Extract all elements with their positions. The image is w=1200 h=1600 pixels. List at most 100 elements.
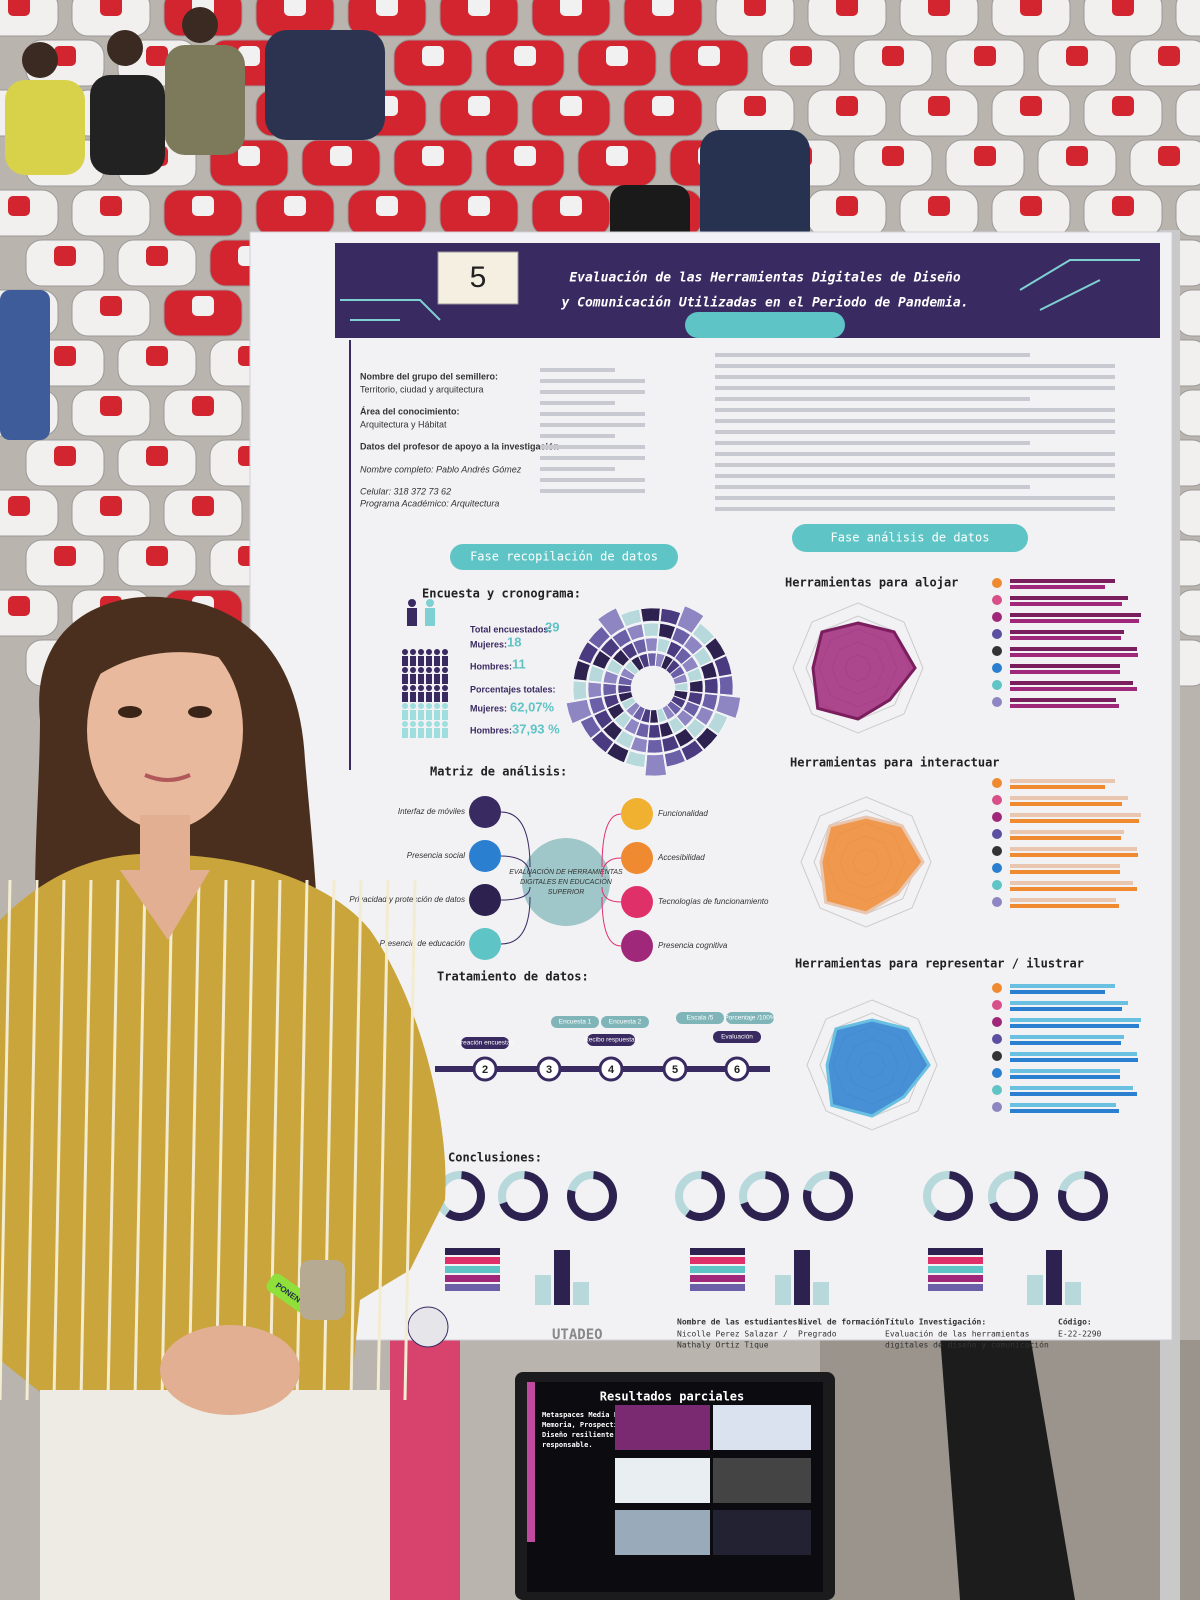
sunburst-segment [668, 716, 685, 734]
person-icon [402, 685, 408, 691]
sunburst-segment [660, 608, 681, 626]
person-icon [402, 667, 408, 673]
sunburst-segment [683, 635, 704, 655]
seat-mark [836, 0, 858, 16]
info-text: Nombre del grupo del semillero: [360, 371, 498, 381]
matrix-connector [601, 896, 622, 947]
laptop-line: Diseño resiliente y [542, 1431, 623, 1439]
sunburst-segment [689, 680, 704, 693]
spectator [165, 45, 245, 155]
legend-dot [992, 646, 1002, 656]
person-icon [410, 721, 416, 727]
legend-dot [992, 1017, 1002, 1027]
legend-dot [992, 812, 1002, 822]
bar [1010, 802, 1122, 806]
matrix-center-text: EVALUACIÓN DE HERRAMIENTAS DIGITALES EN … [509, 867, 623, 896]
seat-mark [8, 596, 30, 616]
sunburst-segment [665, 659, 681, 675]
bar [1010, 785, 1105, 789]
spectator [5, 80, 85, 175]
person-icon [418, 667, 424, 673]
seat [71, 0, 151, 37]
bar [1010, 881, 1133, 885]
step-circle [598, 1056, 624, 1082]
seat-mark [974, 146, 996, 166]
phase-label: Fase recopilación de datos [470, 550, 658, 564]
sunburst-segment [681, 656, 699, 673]
person-icon [442, 728, 448, 738]
matrix-icon [469, 884, 501, 916]
info-text: Datos del profesor de apoyo a la investi… [360, 441, 559, 451]
donut-arc [566, 1171, 617, 1221]
sunburst-segment [672, 673, 688, 685]
bar [1010, 887, 1137, 891]
person-icon [442, 703, 448, 709]
person-icon [418, 674, 424, 684]
shirt-stripe [133, 879, 147, 1401]
bar [1010, 1086, 1133, 1090]
info-text: Programa Académico: Arquitectura [360, 498, 499, 508]
sunburst-segment [649, 709, 659, 724]
person-icon [426, 649, 432, 655]
step-circle [536, 1056, 562, 1082]
bar [1010, 796, 1128, 800]
mini-bar [794, 1250, 810, 1305]
person-icon [434, 685, 440, 691]
stacked-bar [445, 1266, 500, 1273]
sunburst-segment [692, 623, 715, 646]
matrix-icon [469, 928, 501, 960]
number-card [437, 251, 519, 305]
matrix-label: Funcionalidad [658, 809, 708, 818]
stat-label: Porcentajes totales: [470, 684, 556, 694]
bar [1010, 1075, 1120, 1079]
info: Nombre del grupo del semillero: Territor… [360, 371, 559, 508]
step-number: 6 [734, 1064, 740, 1076]
sunburst-segment [572, 680, 588, 701]
matrix-items: Interfaz de móviles Presencia social Priva… [349, 796, 769, 962]
bar [1010, 1092, 1137, 1096]
sunburst-segment [669, 665, 686, 680]
stacked-bar [690, 1266, 745, 1273]
matrix-label: Accesibilidad [657, 853, 705, 862]
mouth [144, 773, 191, 782]
person-icon [426, 703, 432, 709]
matrix-label: Presencia de educación [380, 939, 466, 948]
mini-bar [535, 1275, 551, 1305]
donut-arc [685, 1171, 725, 1221]
sunburst-segment [640, 708, 651, 724]
step-number: 4 [608, 1064, 615, 1076]
sunburst-segment [666, 700, 682, 716]
phase-pill [450, 544, 678, 570]
stat-label: Hombres: [470, 661, 512, 671]
sunburst-segment [660, 655, 674, 671]
bar [1010, 1007, 1122, 1011]
seat-mark [8, 496, 30, 516]
mini-bar [1027, 1275, 1043, 1305]
bar [1010, 653, 1138, 657]
bar [1010, 613, 1141, 617]
sunburst-segment [632, 705, 646, 721]
step-number: 2 [482, 1064, 488, 1076]
footer-text: E-22-2290 [1058, 1330, 1102, 1339]
stacked-bar [690, 1284, 745, 1291]
stacked-bar [690, 1257, 745, 1264]
seat-mark [606, 46, 628, 66]
section-heading: Encuesta y cronograma: [422, 587, 581, 601]
sunburst-segment [587, 681, 602, 699]
bar [1010, 1001, 1128, 1005]
shirt-stripe [403, 879, 417, 1401]
info-text: Territorio, ciudad y arquitectura [360, 384, 484, 394]
seat [1083, 0, 1163, 37]
legend-dot [992, 1000, 1002, 1010]
mini-bar [1065, 1282, 1081, 1305]
footer-text: Nicolle Perez Salazar / [677, 1330, 788, 1339]
spectators [0, 7, 810, 440]
person-icon [402, 649, 408, 655]
section-heading: Herramientas para alojar [785, 576, 958, 590]
shirt-stripe [160, 879, 174, 1401]
step-label: Porcentaje /100% [724, 1015, 776, 1022]
seat [623, 0, 703, 37]
seat-mark [790, 46, 812, 66]
spectator [0, 290, 50, 440]
